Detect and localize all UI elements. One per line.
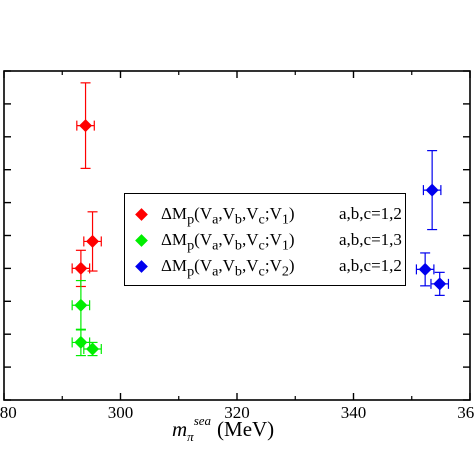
- data-points: [71, 82, 450, 357]
- legend-marker-red: [135, 208, 148, 221]
- data-point-series-1: [83, 211, 102, 272]
- x-axis-ticks: 280 300 320 340 360: [0, 71, 474, 422]
- diamond-marker: [74, 335, 88, 349]
- x-axis-title: mπsea (MeV): [172, 413, 275, 445]
- x-tick-label: 300: [108, 403, 134, 422]
- data-point-series-2: [83, 341, 102, 357]
- legend-condition-green: a,b,c=1,3: [339, 230, 402, 249]
- x-tick-label: 340: [341, 403, 367, 422]
- data-point-series-1: [76, 82, 95, 169]
- legend-label-red: ΔMp(Va,Vb,Vc;V1): [161, 204, 295, 228]
- diamond-marker: [74, 298, 88, 312]
- diamond-marker: [418, 262, 432, 276]
- data-point-series-2: [71, 279, 91, 331]
- y-axis-ticks: [4, 70, 470, 401]
- legend-condition-red: a,b,c=1,2: [339, 204, 402, 223]
- legend-marker-green: [135, 234, 148, 247]
- diamond-marker: [74, 261, 88, 275]
- x-tick-label: 320: [224, 403, 250, 422]
- diamond-marker: [79, 119, 93, 133]
- legend-item-red: ΔMp(Va,Vb,Vc;V1) a,b,c=1,2: [125, 202, 405, 228]
- legend-item-green: ΔMp(Va,Vb,Vc;V1) a,b,c=1,3: [125, 228, 405, 254]
- diamond-marker: [86, 234, 100, 248]
- x-tick-label: 360: [457, 403, 474, 422]
- data-point-series-3: [430, 271, 450, 296]
- legend-condition-blue: a,b,c=1,2: [339, 256, 402, 275]
- diamond-marker: [86, 342, 100, 356]
- data-point-series-3: [422, 150, 442, 231]
- legend-label-blue: ΔMp(Va,Vb,Vc;V2): [161, 256, 295, 280]
- diamond-marker: [425, 183, 439, 197]
- x-tick-label: 280: [0, 403, 17, 422]
- legend: ΔMp(Va,Vb,Vc;V1) a,b,c=1,2 ΔMp(Va,Vb,Vc;…: [124, 193, 406, 286]
- legend-item-blue: ΔMp(Va,Vb,Vc;V2) a,b,c=1,2: [125, 254, 405, 280]
- legend-label-green: ΔMp(Va,Vb,Vc;V1): [161, 230, 295, 254]
- diamond-marker: [433, 277, 447, 291]
- data-point-series-1: [71, 249, 91, 288]
- data-point-series-2: [71, 328, 91, 357]
- legend-marker-blue: [135, 260, 148, 273]
- data-point-series-3: [415, 252, 435, 287]
